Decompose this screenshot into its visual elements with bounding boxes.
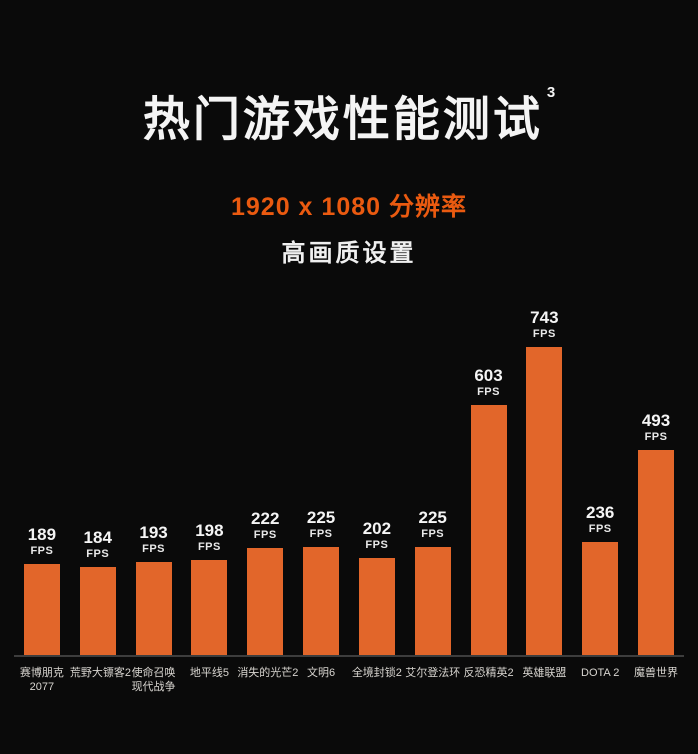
bar-column-rdr2: 184 FPS [70,528,126,655]
category-label-dota2: DOTA 2 [581,667,620,679]
category-labels: 赛博朋克 2077 荒野大镖客2 使命召唤 现代战争 地平线5 消失的光芒2 文… [14,666,684,694]
bar-column-dying-light2: 222 FPS [237,509,293,655]
bar [582,542,619,655]
category-label-wow: 魔兽世界 [634,667,679,679]
bar [526,347,563,655]
bar [470,405,507,655]
bar-column-civ6: 225 FPS [293,508,349,655]
chart-header: 热门游戏性能测试3 1920 x 1080 分辨率 高画质设置 [0,84,698,268]
bar-columns: 189 FPS 184 FPS 193 FPS [14,308,684,655]
value-label: 189 FPS [28,525,56,558]
bar [638,450,675,655]
fps-unit-label: FPS [30,545,54,557]
bar-column-cod-mw: 193 FPS [126,523,182,655]
category-label-horizon5: 地平线5 [189,667,229,679]
fps-unit-label: FPS [309,528,333,540]
fps-value: 603 [474,366,503,385]
value-label: 193 FPS [139,523,167,556]
bar-column-wow: 493 FPS [628,411,684,655]
fps-unit-label: FPS [588,523,612,535]
value-label: 236 FPS [586,503,614,536]
value-label: 202 FPS [363,519,391,552]
bar [135,562,172,655]
value-label: 198 FPS [195,521,223,554]
bar [79,567,116,655]
category-label-cyberpunk: 赛博朋克 2077 [19,667,64,693]
value-label: 743 FPS [530,308,558,341]
fps-unit-label: FPS [477,386,500,398]
x-axis-line [14,655,684,657]
bar-column-division2: 202 FPS [349,519,405,655]
category-label-cod-mw: 使命召唤 现代战争 [131,667,176,693]
fps-unit-label: FPS [421,528,445,540]
bar-column-cs2: 603 FPS [461,366,517,655]
bar [191,560,228,655]
value-label: 225 FPS [419,508,447,541]
fps-value: 198 [195,521,224,540]
fps-unit-label: FPS [142,543,166,555]
fps-value: 225 [418,508,447,527]
fps-unit-label: FPS [253,529,277,541]
category-label-civ6: 文明6 [306,667,336,679]
fps-bar-chart: 189 FPS 184 FPS 193 FPS [14,308,684,694]
bar-column-horizon5: 198 FPS [181,521,237,655]
value-label: 225 FPS [307,508,335,541]
value-label: 184 FPS [84,528,112,561]
subtitle-resolution: 1920 x 1080 分辨率 [231,192,467,221]
page-title-text: 热门游戏性能测试 [142,92,543,146]
subtitle-quality-setting: 高画质设置 [281,239,417,267]
bar [358,558,395,655]
bar [23,564,60,655]
fps-unit-label: FPS [197,541,221,553]
category-label-elden-ring: 艾尔登法环 [405,667,461,679]
fps-value: 222 [251,509,280,528]
fps-value: 236 [586,503,615,522]
category-label-dying-light2: 消失的光芒2 [237,667,299,679]
bar [247,548,284,655]
category-label-lol: 英雄联盟 [522,667,567,679]
bar-column-elden-ring: 225 FPS [405,508,461,655]
category-label-division2: 全境封锁2 [351,667,402,679]
value-label: 603 FPS [474,366,502,399]
fps-value: 493 [641,411,671,430]
fps-unit-label: FPS [86,548,110,560]
bar [303,547,340,655]
category-label-rdr2: 荒野大镖客2 [69,667,131,679]
value-label: 493 FPS [642,411,670,444]
fps-unit-label: FPS [644,431,668,443]
fps-value: 202 [362,519,392,538]
page-title: 热门游戏性能测试3 [0,84,698,149]
fps-unit-label: FPS [532,328,556,340]
bar-column-dota2: 236 FPS [572,503,628,655]
fps-value: 184 [83,528,112,547]
fps-value: 743 [530,308,559,327]
title-footnote-superscript: 3 [546,84,556,101]
fps-unit-label: FPS [365,539,389,551]
fps-value: 189 [27,525,57,544]
category-label-cs2: 反恐精英2 [463,667,514,679]
value-label: 222 FPS [251,509,279,542]
fps-value: 225 [306,508,336,527]
bar-column-lol: 743 FPS [516,308,572,655]
bar-column-cyberpunk: 189 FPS [14,525,70,655]
bar [414,547,451,655]
fps-value: 193 [139,523,168,542]
